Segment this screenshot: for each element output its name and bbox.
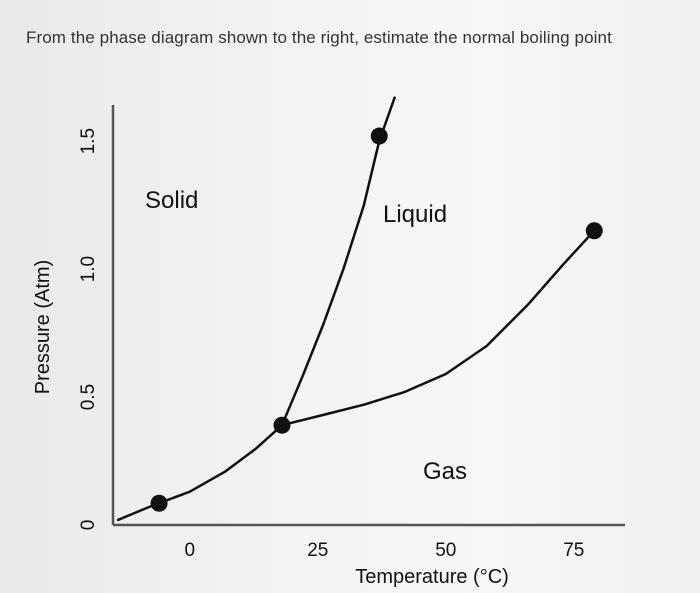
- chart-labels: Solid Liquid Gas Temperature (°C) Pressu…: [32, 187, 509, 588]
- y-tick-label: 1.5: [78, 128, 99, 154]
- low-point-marker: [150, 494, 168, 512]
- region-label-gas: Gas: [423, 458, 467, 485]
- x-tick-label: 50: [435, 540, 456, 561]
- y-tick-label: 0: [78, 520, 99, 531]
- triple-point-marker: [273, 416, 291, 434]
- curve-vaporization: [280, 229, 596, 427]
- x-tick-label: 25: [307, 540, 328, 561]
- x-axis-title: Temperature (°C): [355, 566, 509, 588]
- phase-curves: [116, 96, 596, 522]
- x-tick-label: 0: [185, 540, 196, 561]
- y-axis-title: Pressure (Atm): [32, 260, 54, 394]
- y-tick-label: 1.0: [78, 256, 99, 282]
- region-label-liquid: Liquid: [383, 201, 447, 228]
- y-tick-label: 0.5: [78, 384, 99, 410]
- curve-points: [150, 127, 603, 512]
- critical-point-marker: [585, 222, 603, 240]
- x-tick-label: 75: [563, 540, 584, 561]
- curve-melting: [280, 96, 396, 427]
- melting-end-point-marker: [370, 127, 388, 145]
- region-label-solid: Solid: [145, 187, 198, 214]
- question-text: From the phase diagram shown to the righ…: [26, 28, 612, 47]
- curve-sublimation: [116, 423, 284, 522]
- chart-axes: 0 25 50 75 0 0.5 1.0 1.5: [78, 105, 625, 561]
